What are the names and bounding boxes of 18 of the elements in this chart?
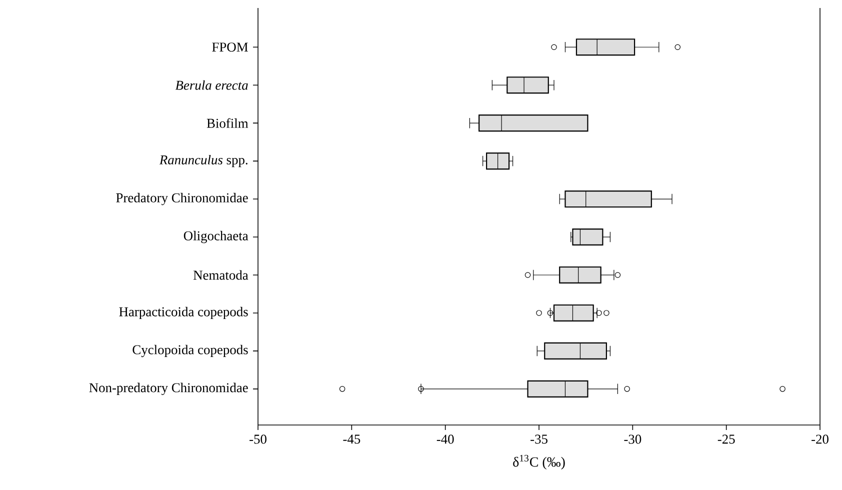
x-tick-label: -20 (812, 434, 828, 444)
y-tick-label: Ranunculus spp. (159, 154, 248, 168)
y-tick-label: Nematoda (193, 270, 248, 280)
x-tick-label: -50 (250, 434, 266, 444)
x-axis-title: δ$^{13}$C (‰) (513, 454, 565, 470)
y-tick-label: Cyclopoida copepods (132, 344, 248, 358)
y-tick-label: Berula erecta (175, 80, 248, 90)
x-tick-label: -40 (436, 434, 454, 444)
y-tick-label: Non-predatory Chironomidae (89, 382, 248, 396)
y-tick-label: Harpacticoida copepods (119, 306, 248, 320)
y-tick-label: Biofilm (206, 118, 248, 128)
y-tick-label: Predatory Chironomidae (116, 192, 248, 206)
y-tick-label: Oligochaeta (184, 230, 248, 244)
y-tick-label: FPOM (212, 42, 248, 52)
x-tick-label: -45 (343, 434, 360, 444)
x-tick-label: -30 (624, 434, 642, 444)
x-tick-label: -35 (530, 434, 548, 444)
x-tick-label: -25 (718, 434, 735, 444)
